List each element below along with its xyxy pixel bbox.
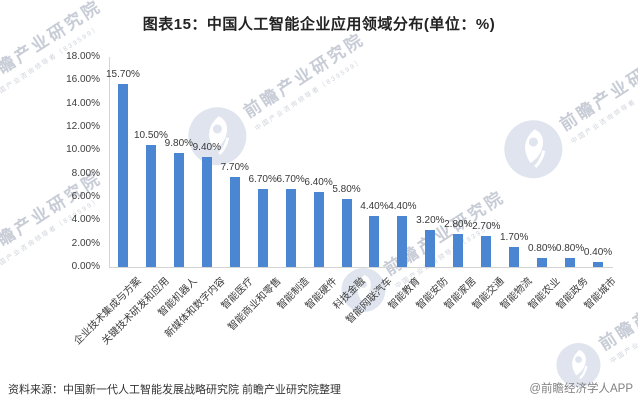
value-label: 9.40%: [192, 142, 221, 154]
bar-11: [425, 229, 436, 267]
y-tick-label: 16.00%: [66, 74, 100, 86]
value-label: 0.80%: [555, 242, 585, 254]
y-tick-label: 6.00%: [71, 191, 100, 202]
bar-15: [537, 257, 548, 267]
bar-17: [593, 262, 604, 267]
bar-5: [257, 188, 268, 267]
bar-12: [453, 234, 464, 267]
bar-6: [285, 188, 296, 267]
watermark: 前瞻产业研究院 中国产业咨询领导者（839599）: [0, 155, 118, 315]
value-label: 1.70%: [500, 232, 529, 244]
bar-1: [145, 144, 156, 267]
bar-0: [117, 83, 128, 267]
value-label: 10.50%: [133, 129, 168, 141]
value-label: 9.80%: [164, 137, 194, 149]
bar-14: [509, 247, 520, 267]
watermark-tagline-text: 中国产业咨询领导者（839599）: [609, 289, 638, 365]
value-label: 15.70%: [106, 68, 140, 80]
watermark-brand-text: 前瞻产业研究院: [595, 261, 638, 354]
bar-8: [341, 199, 352, 267]
bar-10: [397, 215, 408, 267]
value-label: 6.40%: [304, 177, 333, 189]
value-label: 4.40%: [360, 200, 389, 212]
bar-9: [369, 215, 380, 267]
y-tick-label: 18.00%: [66, 51, 100, 62]
bar-2: [173, 152, 184, 267]
value-label: 0.40%: [583, 247, 613, 259]
value-label: 3.20%: [416, 214, 445, 226]
bar-7: [313, 192, 324, 267]
value-label: 0.80%: [527, 242, 557, 254]
bar-13: [481, 235, 492, 267]
footer-source-text: 资料来源：中国新一代人工智能发展战略研究院 前瞻产业研究院整理: [8, 384, 342, 396]
chart-title: 图表15：中国人工智能企业应用领域分布(单位：%): [142, 16, 496, 33]
bar-3: [201, 157, 212, 267]
y-tick-label: 14.00%: [66, 97, 100, 109]
y-tick-label: 0.00%: [71, 261, 100, 272]
value-label: 2.80%: [444, 219, 473, 231]
value-label: 5.80%: [332, 184, 361, 196]
bar-4: [229, 177, 240, 267]
bar-16: [565, 257, 576, 267]
y-tick-label: 4.00%: [71, 214, 100, 226]
value-label: 7.70%: [220, 162, 249, 174]
value-label: 4.40%: [388, 200, 417, 212]
value-label: 6.70%: [248, 173, 277, 185]
y-tick-label: 8.00%: [71, 167, 100, 179]
y-tick-label: 2.00%: [71, 237, 100, 249]
value-label: 6.70%: [276, 173, 305, 185]
y-tick-label: 10.00%: [66, 144, 100, 156]
y-tick-label: 12.00%: [66, 121, 100, 132]
value-label: 2.70%: [472, 220, 501, 232]
plot-area: [109, 57, 613, 268]
footer-credit-text: @前瞻经济学人APP: [529, 383, 633, 395]
